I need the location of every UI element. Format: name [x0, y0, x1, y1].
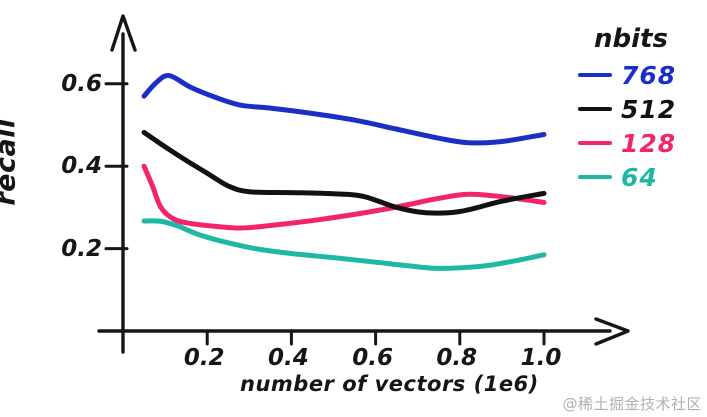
y-tick-label: 0.6	[61, 70, 102, 97]
legend-title: nbits	[594, 24, 668, 54]
y-axis-label: recall	[0, 118, 22, 206]
legend-item-128: 128	[578, 126, 704, 160]
x-tick-label: 0.6	[352, 345, 393, 371]
legend-item-label: 64	[621, 162, 658, 192]
legend-item-label: 512	[621, 94, 677, 124]
series-line-64	[141, 218, 547, 271]
series-line-768	[141, 72, 547, 146]
legend-line-swatch-icon	[578, 107, 612, 111]
y-tick-label: 0.2	[61, 235, 102, 262]
legend-line-swatch-icon	[578, 73, 612, 77]
series-line-128	[141, 163, 547, 231]
legend-item-512: 512	[578, 92, 704, 126]
x-tick-label: 0.8	[436, 345, 478, 371]
legend-items: 768 512 128 64	[578, 58, 704, 194]
x-tick-label: 1.0	[520, 345, 562, 371]
legend-line-swatch-icon	[578, 141, 612, 145]
y-axis-arrow-icon	[110, 14, 137, 52]
legend-item-768: 768	[578, 58, 704, 92]
legend: nbits 768 512 128 64	[578, 24, 704, 194]
x-tick-label: 0.2	[183, 345, 225, 371]
legend-item-64: 64	[578, 160, 704, 194]
series-line-512	[141, 129, 547, 216]
y-tick-label: 0.4	[61, 153, 102, 180]
legend-item-label: 128	[621, 128, 677, 158]
watermark: @稀土掘金技术社区	[562, 395, 702, 413]
x-tick-label: 0.4	[268, 345, 309, 371]
legend-item-label: 768	[621, 60, 677, 90]
x-axis-label: number of vectors (1e6)	[240, 372, 539, 396]
legend-line-swatch-icon	[578, 175, 612, 179]
x-axis-arrow-icon	[594, 317, 630, 346]
